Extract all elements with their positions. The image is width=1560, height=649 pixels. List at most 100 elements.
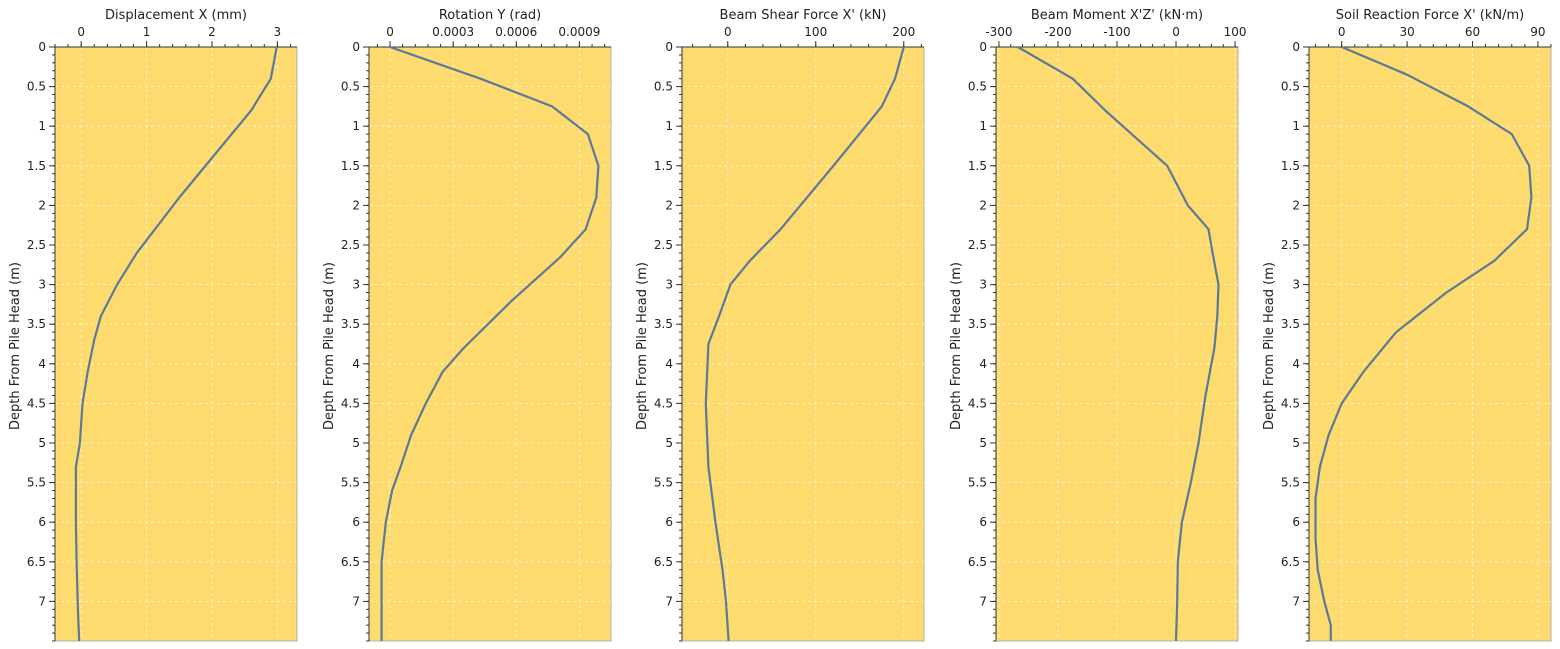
y-tick-label: 6 [352, 515, 360, 529]
y-tick-label: 3.5 [654, 317, 673, 331]
y-tick-label: 4 [1292, 357, 1300, 371]
x-tick-label: 0.0003 [432, 25, 474, 39]
y-tick-label: 0 [352, 40, 360, 54]
x-tick-label: 1 [143, 25, 151, 39]
y-tick-label: 4 [979, 357, 987, 371]
y-tick-label: 0 [665, 40, 673, 54]
plot-area [1308, 46, 1552, 642]
y-tick-label: 0.5 [27, 80, 46, 94]
x-tick-label: 0 [724, 25, 732, 39]
y-tick-label: 3 [979, 278, 987, 292]
y-tick-label: 4.5 [27, 396, 46, 410]
x-tick-label: 0 [77, 25, 85, 39]
y-tick-label: 6.5 [341, 555, 360, 569]
x-tick-label: 0 [1338, 25, 1346, 39]
x-tick-label: 0.0006 [495, 25, 537, 39]
y-tick-label: 2 [1292, 198, 1300, 212]
y-tick-label: 4.5 [968, 396, 987, 410]
x-axis-title: Soil Reaction Force X' (kN/m) [1336, 8, 1525, 23]
x-tick-label: 0.0009 [558, 25, 600, 39]
y-tick-label: 2.5 [968, 238, 987, 252]
y-tick-label: 1.5 [1281, 159, 1300, 173]
y-tick-label: 2.5 [654, 238, 673, 252]
x-tick-label: 0 [1172, 25, 1180, 39]
x-axis-title: Beam Moment X'Z' (kN·m) [1031, 8, 1203, 23]
y-tick-label: 3.5 [27, 317, 46, 331]
subplot-5: 0 30 60 90 0 0.5 1 1.5 2 2.5 3 3.5 4 4.5 5 5.5 6 6.5 7 Soil… [1262, 8, 1552, 642]
y-tick-label: 4.5 [341, 396, 360, 410]
subplot-1: 0 1 2 3 0 0.5 1 1.5 2 2.5 3 3.5 4 4.5 5 5.5 6 6.5 7 Displac… [8, 8, 298, 642]
y-tick-label: 1 [1292, 119, 1300, 133]
x-tick-label: 3 [274, 25, 282, 39]
y-tick-label: 1.5 [27, 159, 46, 173]
series-line [74, 46, 278, 642]
y-tick-label: 3 [665, 278, 673, 292]
plot-area [54, 46, 298, 642]
subplot-2: 0 0.0003 0.0006 0.0009 0 0.5 1 1.5 2 2.5 3 3.5 4 4.5 5… [322, 8, 612, 642]
y-tick-label: 5 [1292, 436, 1300, 450]
y-tick-label: 2.5 [341, 238, 360, 252]
series-line [1017, 46, 1220, 642]
y-tick-label: 7 [979, 594, 987, 608]
subplot-3: 0 100 200 0 0.5 1 1.5 2 2.5 3 3.5 4 4.5 5 5.5 6 6.5 7 Beam… [635, 8, 925, 642]
y-tick-label: 3.5 [341, 317, 360, 331]
y-axis-title: Depth From Pile Head (m) [8, 262, 23, 430]
subplot-4: -300 -200 -100 0 100 0 0.5 1 1.5 2 2.5 3 3.5 4 4.5 5 5.5… [949, 8, 1247, 642]
y-tick-label: 4 [665, 357, 673, 371]
x-axis-title: Displacement X (mm) [105, 8, 247, 23]
y-tick-label: 6 [38, 515, 46, 529]
y-tick-label: 7 [665, 594, 673, 608]
y-tick-label: 0.5 [1281, 80, 1300, 94]
y-tick-label: 0 [1292, 40, 1300, 54]
y-tick-label: 1 [979, 119, 987, 133]
y-tick-label: 6 [1292, 515, 1300, 529]
y-tick-label: 0 [979, 40, 987, 54]
y-tick-label: 6.5 [968, 555, 987, 569]
y-tick-label: 5.5 [341, 476, 360, 490]
y-tick-label: 5 [979, 436, 987, 450]
y-tick-label: 3 [352, 278, 360, 292]
y-tick-label: 6.5 [654, 555, 673, 569]
y-tick-label: 7 [1292, 594, 1300, 608]
plot-area [681, 46, 925, 642]
y-tick-label: 1 [38, 119, 46, 133]
y-tick-label: 7 [352, 594, 360, 608]
y-axis-title: Depth From Pile Head (m) [635, 262, 650, 430]
y-tick-label: 5 [665, 436, 673, 450]
x-tick-label: 60 [1465, 25, 1480, 39]
y-tick-label: 2 [38, 198, 46, 212]
x-tick-label: 90 [1530, 25, 1545, 39]
y-tick-label: 5.5 [1281, 476, 1300, 490]
series-line [1314, 45, 1533, 641]
y-axis-title: Depth From Pile Head (m) [949, 262, 964, 430]
x-tick-label: 0 [386, 25, 394, 39]
y-tick-label: 0.5 [968, 80, 987, 94]
x-tick-label: -300 [985, 25, 1012, 39]
y-tick-label: 4.5 [1281, 396, 1300, 410]
y-tick-label: 2.5 [1281, 238, 1300, 252]
y-tick-label: 4 [352, 357, 360, 371]
y-tick-label: 5.5 [654, 476, 673, 490]
y-tick-label: 6 [665, 515, 673, 529]
y-tick-label: 1.5 [968, 159, 987, 173]
y-tick-label: 4.5 [654, 396, 673, 410]
x-tick-label: 2 [208, 25, 216, 39]
x-tick-label: 200 [892, 25, 915, 39]
y-tick-label: 1.5 [654, 159, 673, 173]
y-tick-label: 1 [352, 119, 360, 133]
y-tick-label: 5 [38, 436, 46, 450]
y-tick-label: 1.5 [341, 159, 360, 173]
x-tick-label: -100 [1103, 25, 1130, 39]
y-tick-label: 3 [1292, 278, 1300, 292]
y-tick-label: 6.5 [1281, 555, 1300, 569]
x-tick-label: -200 [1044, 25, 1071, 39]
x-axis-title: Beam Shear Force X' (kN) [720, 8, 887, 23]
y-tick-label: 0.5 [654, 80, 673, 94]
y-axis-title: Depth From Pile Head (m) [1262, 262, 1277, 430]
series-line [704, 46, 905, 642]
x-tick-label: 30 [1399, 25, 1414, 39]
y-tick-label: 7 [38, 594, 46, 608]
y-tick-label: 6.5 [27, 555, 46, 569]
plot-area [368, 46, 612, 642]
